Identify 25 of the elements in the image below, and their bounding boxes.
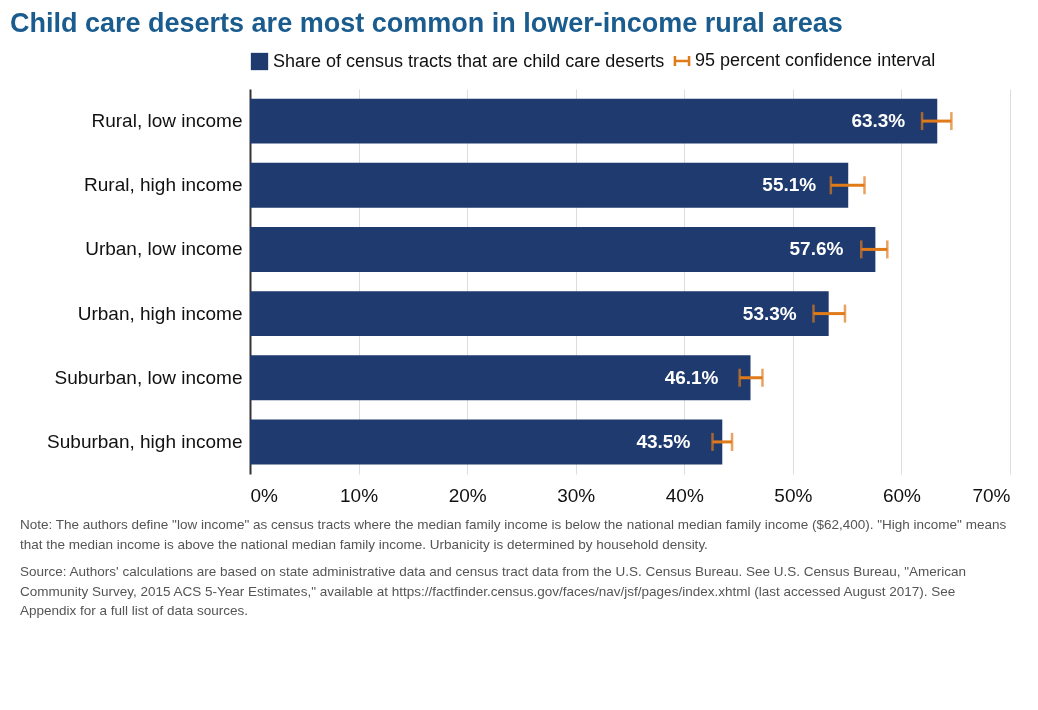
data-label: 55.1% xyxy=(762,174,817,196)
y-tick-label: Rural, low income xyxy=(91,110,243,132)
y-tick-label: Urban, high income xyxy=(77,302,243,324)
data-label: 63.3% xyxy=(851,110,906,132)
legend-label: Share of census tracts that are child care deserts xyxy=(273,50,665,71)
y-tick-label: Suburban, high income xyxy=(47,430,243,452)
y-tick-label: Urban, low income xyxy=(85,238,243,260)
text: 95 percent confidence interval xyxy=(695,50,936,70)
data-label: 57.6% xyxy=(789,238,844,260)
y-tick-label: Suburban, low income xyxy=(54,366,243,388)
x-tick-label: 70% xyxy=(972,484,1011,506)
y-tick-label: Rural, high income xyxy=(84,174,243,196)
data-label: 53.3% xyxy=(742,302,797,324)
data-label: 43.5% xyxy=(636,430,691,452)
x-tick-label: 50% xyxy=(774,484,813,506)
x-tick-label: 30% xyxy=(557,484,596,506)
chart-title: Child care deserts are most common in lower-income rural areas xyxy=(10,8,843,38)
x-tick-label: 20% xyxy=(448,484,487,506)
data-label: 46.1% xyxy=(664,366,719,388)
x-tick-label: 40% xyxy=(665,484,704,506)
x-tick-label: 10% xyxy=(340,484,379,506)
x-tick-label: 0% xyxy=(250,484,279,506)
x-tick-label: 60% xyxy=(882,484,922,506)
text: Note: The authors define "low income" as census tracts where the median family income is below the national median family income ($62,400). "High income" means that the median income is above the national median family income. Urbanicity is determined by household density. xyxy=(20,516,1008,554)
source-note: Source: Authors' calculations are based on state administrative data and census tract data from the U.S. Census Bureau. See U.S. Census Bureau, "American Community Survey, 2015 ACS 5-Year Estimates," available at https://factfinder.census.gov/faces/nav/jsf/pages/index.xhtml (last accessed August 2017). See Appendix for a full list of data sources. xyxy=(20,563,968,621)
